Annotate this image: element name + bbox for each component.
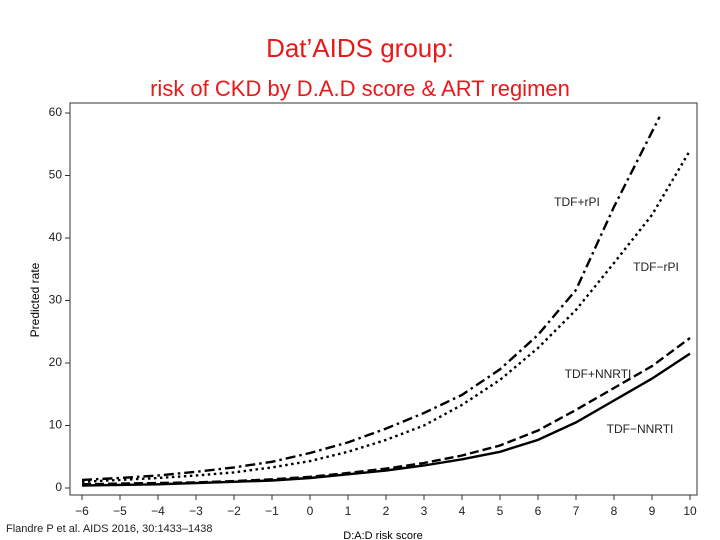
x-tick-label: 1 xyxy=(345,504,352,518)
x-axis-label: D:A:D risk score xyxy=(343,530,422,540)
x-tick-label: 3 xyxy=(421,504,428,518)
series-label: TDF−NNRTI xyxy=(607,422,674,436)
x-tick-label: −5 xyxy=(113,504,127,518)
y-tick-label: 40 xyxy=(49,230,63,244)
y-tick-label: 50 xyxy=(49,168,63,182)
citation-bg xyxy=(0,519,216,539)
x-tick-label: 10 xyxy=(683,504,697,518)
x-tick-label: −1 xyxy=(265,504,279,518)
x-tick-label: 0 xyxy=(307,504,314,518)
x-tick-label: −6 xyxy=(75,504,89,518)
x-tick-label: −4 xyxy=(151,504,165,518)
x-tick-label: 8 xyxy=(611,504,618,518)
x-tick-label: 2 xyxy=(383,504,390,518)
chart-subtitle: risk of CKD by D.A.D score & ART regimen xyxy=(150,76,570,101)
y-tick-label: 10 xyxy=(49,418,63,432)
x-tick-label: 7 xyxy=(573,504,580,518)
citation: Flandre P et al. AIDS 2016, 30:1433–1438 xyxy=(6,523,213,535)
x-tick-label: 9 xyxy=(649,504,656,518)
x-tick-label: −3 xyxy=(189,504,203,518)
x-tick-label: 4 xyxy=(459,504,466,518)
series-line xyxy=(81,352,691,487)
x-tick-label: 5 xyxy=(497,504,504,518)
y-axis-label: Predicted rate xyxy=(28,262,42,337)
y-tick-label: 0 xyxy=(55,480,62,494)
y-tick-label: 60 xyxy=(49,105,63,119)
series-line xyxy=(81,337,691,486)
series-label: TDF−rPI xyxy=(633,260,679,274)
x-tick-label: −2 xyxy=(227,504,241,518)
plot-frame xyxy=(69,102,698,496)
chart-title: Dat’AIDS group: xyxy=(266,33,454,63)
series-line xyxy=(81,149,692,483)
series-label: TDF+rPI xyxy=(554,195,600,209)
y-tick-label: 20 xyxy=(49,355,63,369)
y-tick-label: 30 xyxy=(49,293,63,307)
series-line xyxy=(81,116,661,482)
x-tick-label: 6 xyxy=(535,504,542,518)
series-label: TDF+NNRTI xyxy=(565,367,632,381)
